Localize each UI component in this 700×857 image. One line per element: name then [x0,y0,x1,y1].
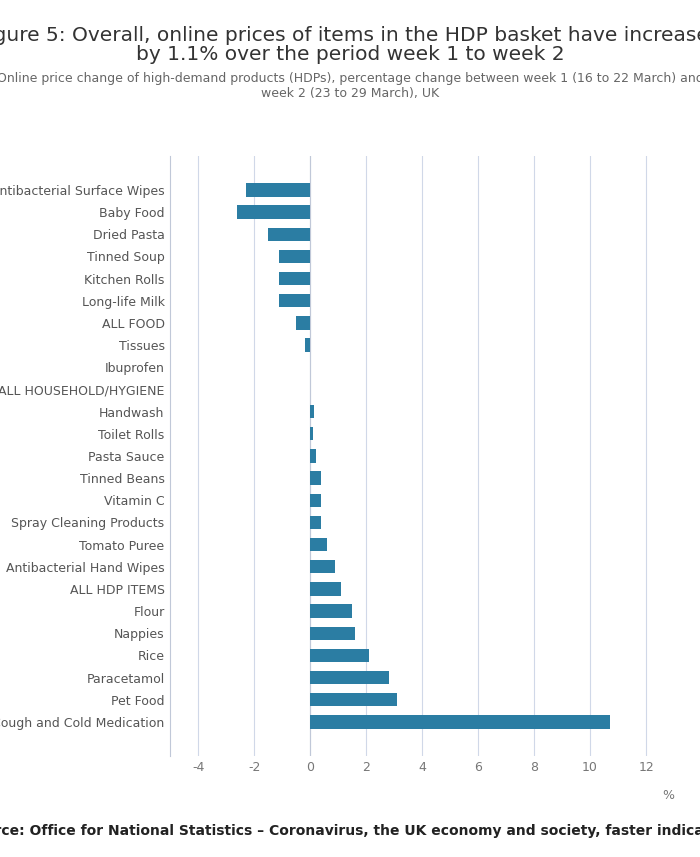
Bar [279,249,310,263]
Bar [310,604,352,618]
Bar [304,339,310,351]
Bar [310,626,355,640]
Bar [268,228,310,241]
Text: Source: Office for National Statistics – Coronavirus, the UK economy and society: Source: Office for National Statistics –… [0,824,700,838]
Bar [310,471,321,485]
Bar [310,538,327,551]
Bar [296,316,310,330]
Bar [237,206,310,219]
Text: Online price change of high-demand products (HDPs), percentage change between we: Online price change of high-demand produ… [0,72,700,100]
Bar [310,494,321,506]
Text: by 1.1% over the period week 1 to week 2: by 1.1% over the period week 1 to week 2 [136,45,564,63]
Bar [310,582,341,596]
Text: Figure 5: Overall, online prices of items in the HDP basket have increased: Figure 5: Overall, online prices of item… [0,26,700,45]
Bar [279,272,310,285]
Bar [310,427,313,440]
Bar [310,449,316,463]
Bar [310,516,321,529]
Bar [310,560,335,573]
Bar [246,183,310,196]
Bar [310,693,397,706]
Bar [279,294,310,308]
Bar [310,649,369,662]
Bar [310,405,314,418]
Bar [310,671,389,684]
Text: %: % [662,788,674,802]
Bar [310,716,610,728]
